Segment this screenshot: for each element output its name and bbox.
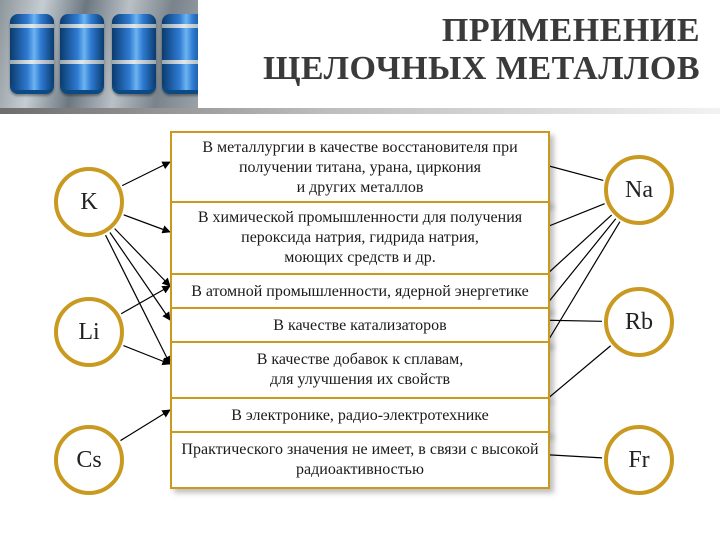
title-underline <box>0 108 720 114</box>
info-box-text: В атомной промышленности, ядерной энерге… <box>191 282 529 302</box>
element-node-Fr: Fr <box>604 425 674 495</box>
info-box: Практического значения не имеет, в связи… <box>170 431 550 489</box>
info-box-text: В металлургии в качестве восстановителя … <box>180 138 540 198</box>
arrow <box>123 346 170 364</box>
element-node-Cs: Cs <box>54 425 124 495</box>
title-line2: ЩЕЛОЧНЫХ МЕТАЛЛОВ <box>205 50 700 88</box>
info-box-text: Практического значения не имеет, в связи… <box>180 440 540 480</box>
tank <box>60 14 104 94</box>
tank <box>10 14 54 94</box>
info-box-text: В качестве катализаторов <box>273 316 446 336</box>
arrow <box>122 162 170 186</box>
element-node-Rb: Rb <box>604 287 674 357</box>
info-box: В электронике, радио-электротехнике <box>170 397 550 435</box>
tank <box>162 14 198 94</box>
arrow <box>115 229 170 286</box>
tank <box>112 14 156 94</box>
title-line1: ПРИМЕНЕНИЕ <box>205 12 700 50</box>
info-box: В металлургии в качестве восстановителя … <box>170 131 550 205</box>
page-title: ПРИМЕНЕНИЕ ЩЕЛОЧНЫХ МЕТАЛЛОВ <box>205 12 700 88</box>
element-node-Li: Li <box>54 297 124 367</box>
arrow <box>124 215 170 232</box>
info-box: В качестве катализаторов <box>170 307 550 345</box>
info-box-text: В электронике, радио-электротехнике <box>231 406 489 426</box>
element-node-K: K <box>54 167 124 237</box>
info-box-text: В химической промышленности для получени… <box>180 208 540 268</box>
info-box: В качестве добавок к сплавам,для улучшен… <box>170 341 550 399</box>
diagram: В металлургии в качестве восстановителя … <box>0 125 720 540</box>
header-photo <box>0 0 198 108</box>
info-box-text: В качестве добавок к сплавам,для улучшен… <box>257 350 464 390</box>
arrow <box>120 410 170 441</box>
info-box: В атомной промышленности, ядерной энерге… <box>170 273 550 311</box>
info-box: В химической промышленности для получени… <box>170 201 550 275</box>
element-node-Na: Na <box>604 155 674 225</box>
